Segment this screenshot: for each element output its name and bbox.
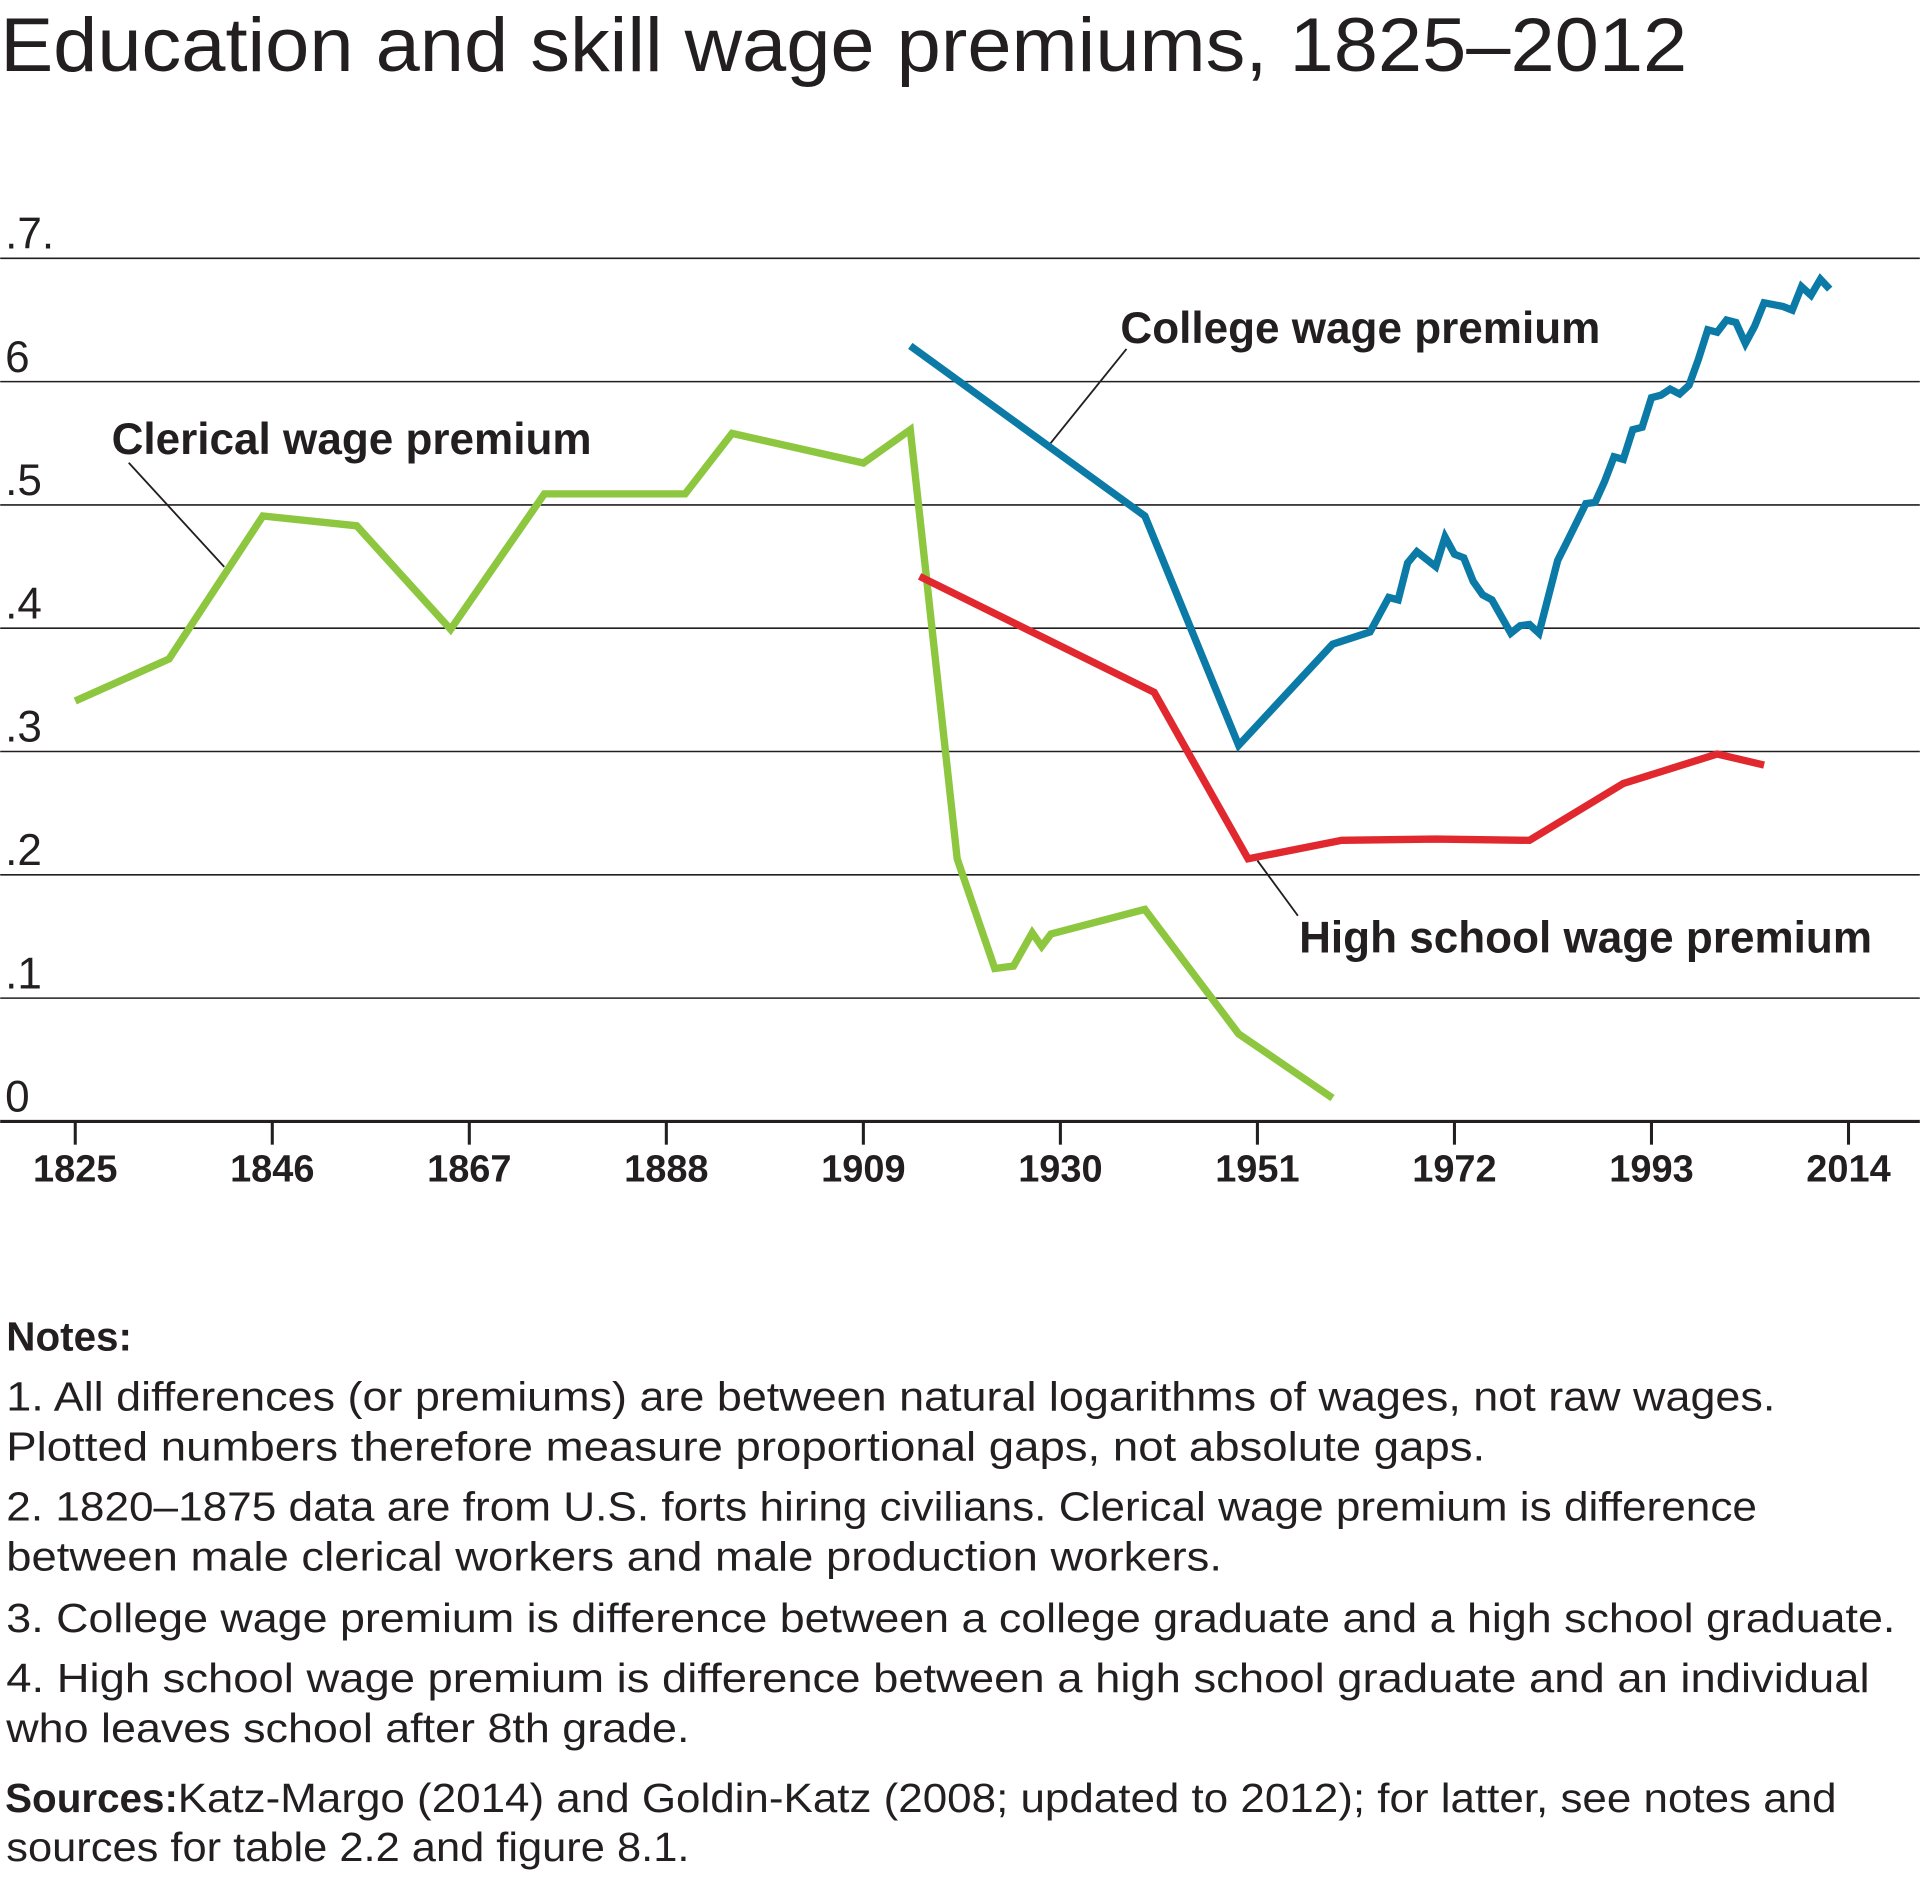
notes-heading: Notes: <box>6 1313 132 1359</box>
note-line: between male clerical workers and male p… <box>6 1534 1222 1580</box>
series-label: Clerical wage premium <box>112 415 592 464</box>
line-series <box>73 423 1335 1102</box>
leader-line <box>128 462 225 568</box>
x-tick-label: 1993 <box>1609 1148 1693 1190</box>
sources-line: Katz-Margo (2014) and Goldin-Katz (2008;… <box>178 1775 1837 1821</box>
y-tick-label: 6 <box>5 333 30 382</box>
y-tick-label: .5 <box>5 456 42 505</box>
leader-line <box>1256 860 1299 917</box>
x-tick-label: 1951 <box>1215 1148 1299 1190</box>
note-line: 1. All differences (or premiums) are bet… <box>6 1373 1775 1419</box>
leader-line <box>1049 348 1128 444</box>
line-series <box>917 573 1765 863</box>
x-tick-label: 1846 <box>230 1148 314 1190</box>
x-tick-label: 1909 <box>821 1148 905 1190</box>
line-series <box>908 273 1833 753</box>
series-label: College wage premium <box>1120 304 1600 353</box>
series-label: High school wage premium <box>1299 913 1872 962</box>
y-tick-label: .4 <box>5 579 42 628</box>
x-tick-label: 1888 <box>624 1148 708 1190</box>
sources-line: sources for table 2.2 and figure 8.1. <box>6 1824 689 1870</box>
sources-label: Sources: <box>5 1775 178 1821</box>
note-line: 4. High school wage premium is differenc… <box>6 1655 1869 1701</box>
note-line: Plotted numbers therefore measure propor… <box>6 1424 1485 1470</box>
y-tick-label: .7. <box>5 210 54 259</box>
chart-title: Education and skill wage premiums, 1825–… <box>0 3 1687 88</box>
note-line: 3. College wage premium is difference be… <box>6 1595 1895 1641</box>
x-tick-label: 1825 <box>33 1148 117 1190</box>
x-tick-label: 1930 <box>1018 1148 1102 1190</box>
x-tick-label: 1867 <box>427 1148 511 1190</box>
note-line: who leaves school after 8th grade. <box>5 1705 689 1751</box>
y-tick-label: 0 <box>5 1073 30 1122</box>
y-tick-label: .2 <box>5 826 42 875</box>
note-line: 2. 1820–1875 data are from U.S. forts hi… <box>6 1484 1757 1530</box>
x-tick-label: 2014 <box>1806 1148 1890 1190</box>
y-tick-label: .3 <box>5 703 42 752</box>
x-tick-label: 1972 <box>1412 1148 1496 1190</box>
y-tick-label: .1 <box>5 949 42 998</box>
